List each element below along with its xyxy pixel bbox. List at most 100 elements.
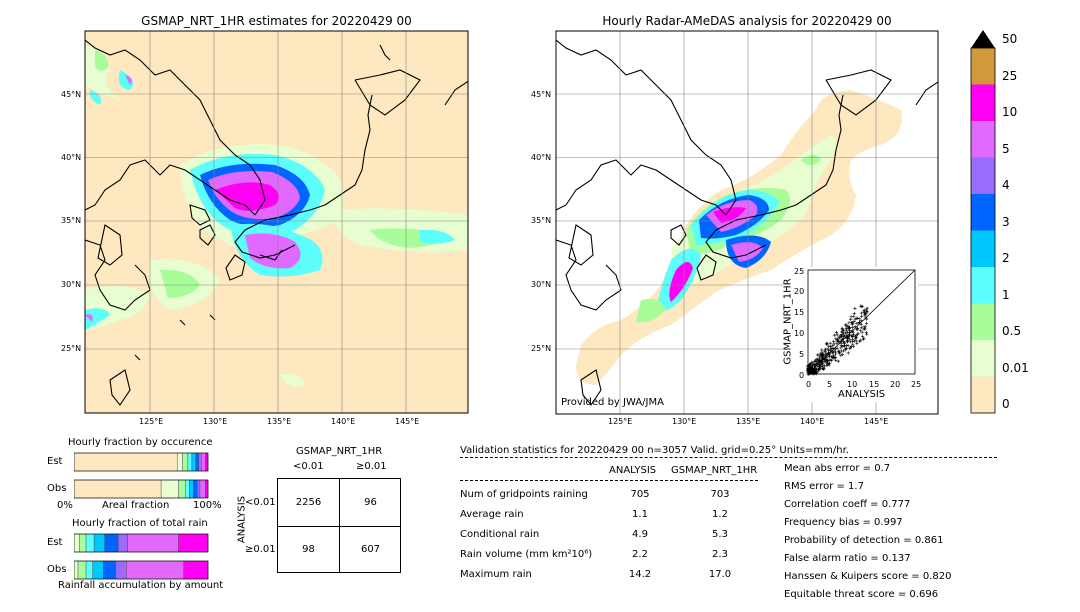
scatter-points [806,304,869,376]
bar-segment [205,452,209,472]
scatter-point [859,322,863,327]
scatter-point [859,326,863,330]
coastlines [556,39,938,406]
bar-segment [74,533,80,553]
scatter-point [845,336,850,341]
scatter-point [853,306,857,311]
score-line: Correlation coeff = 0.777 [784,499,911,510]
scatter-point [839,349,844,353]
scatter-point [829,359,833,363]
scatter-point [859,311,863,315]
rain-area [731,242,763,262]
bar-segment [85,560,93,580]
bar-segment [205,479,209,499]
bar-segment [92,560,104,580]
scatter-point [818,354,822,358]
scatter-point [843,344,847,348]
scatter-point [839,343,843,347]
lat-label: 30°N [61,280,82,289]
colorbar-label: 2 [1002,251,1010,265]
lon-label: 145°E [864,417,889,426]
lon-label: 125°E [608,417,633,426]
scatter-point [815,353,820,357]
scatter-point [865,309,869,314]
scatter-point [846,351,850,355]
total-rain-row-obs: Obs [47,564,67,575]
right-map-frame [555,30,939,415]
contingency-cell: 96 [364,497,377,508]
occurrence-bars [74,452,209,499]
stat-label: Maximum rain [460,569,532,580]
y-tick: 20 [794,287,805,296]
scatter-point [827,358,831,362]
scatter-point [845,340,849,344]
scatter-point [834,358,838,362]
stat-gsmap: 2.3 [712,549,728,560]
scatter-point [851,342,855,346]
scatter-point [830,356,834,360]
scatter-point [850,321,855,325]
scatter-point [848,325,852,329]
bar-segment [187,452,193,472]
colorbar-cell [971,48,995,85]
lat-label: 35°N [61,216,82,225]
occurrence-xlabel-left: 0% [57,500,73,511]
scatter-point [840,334,844,339]
rain-area [95,50,109,71]
scatter-point [858,338,862,342]
scatter-xlabel: ANALYSIS [838,389,886,400]
scatter-point [833,333,837,337]
scatter-point [859,318,863,322]
score-line: Hanssen & Kuipers score = 0.820 [784,571,952,582]
scatter-point [838,336,842,340]
scatter-point [832,339,836,344]
stat-label: Rain volume (mm km²10⁶) [460,549,593,560]
colorbar-label: 5 [1002,141,1010,156]
bar-segment [189,479,194,499]
scatter-point [865,317,869,321]
total-rain-title: Hourly fraction of total rain [72,518,208,529]
scatter-point [829,341,833,345]
colorbar-cell [971,303,995,340]
data-credit: Provided by JWA/JMA [561,397,664,408]
colorbar-labels: 0 0.01 0.5 1 2 3 4 5 10 25 50 [998,32,1058,420]
scatter-point [853,317,857,321]
bar-segment [178,533,209,553]
stat-gsmap: 1.2 [712,509,728,520]
scatter-point [822,360,826,364]
bar-segment [176,452,183,472]
scatter-point [820,363,825,367]
contingency-title: GSMAP_NRT_1HR [296,446,383,457]
contingency-cell: 607 [360,544,381,555]
scatter-point [863,313,867,317]
bar-segment [74,479,162,499]
lat-label: 45°N [61,90,82,99]
colorbar-cell [971,84,995,121]
stat-analysis: 1.1 [632,509,648,520]
bar-segment [193,479,198,499]
y-tick: 10 [794,329,805,338]
scatter-point [856,331,860,335]
scatter-point [850,326,855,330]
scatter-point [844,322,848,327]
occurrence-row-est: Est [47,456,63,467]
scatter-plot [806,269,916,376]
y-tick: 15 [794,308,805,317]
bar-segment [191,452,197,472]
score-line: RMS error = 1.7 [784,481,864,492]
scatter-point [864,331,868,335]
scatter-point [825,358,830,363]
lat-label: 30°N [531,280,552,289]
rain-area [280,373,305,388]
occurrence-xlabel-right: 100% [193,500,222,511]
left-map-frame [84,30,469,414]
scatter-point [827,348,831,352]
scatter-point [857,317,861,321]
lat-label: 45°N [531,90,552,99]
colorbar-cell [971,230,995,267]
contingency-row-label: ≥0.01 [245,544,276,555]
colorbar-label: 4 [1002,178,1010,192]
scatter-point [855,316,859,320]
scatter-point [827,344,831,348]
bar-frame [74,560,209,580]
